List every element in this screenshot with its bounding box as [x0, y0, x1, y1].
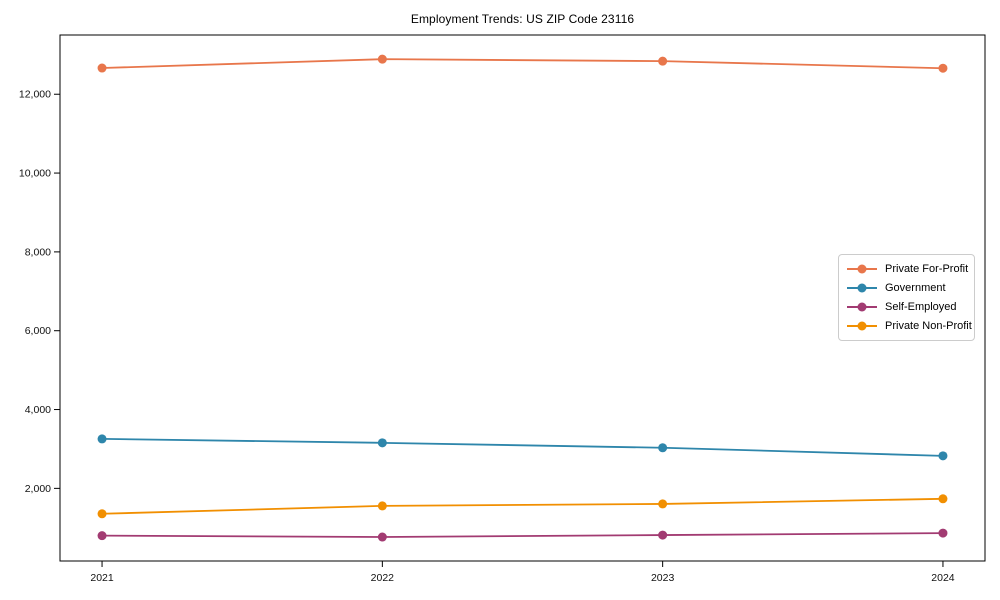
chart-title: Employment Trends: US ZIP Code 23116	[410, 12, 635, 26]
series-line-private-non-profit	[102, 497, 943, 515]
legend-dot-icon	[857, 302, 867, 312]
data-point-private-non-profit	[938, 494, 948, 504]
y-axis-tick-label: 6,000	[25, 325, 51, 337]
plot-border	[59, 34, 986, 562]
legend-dot-icon	[857, 283, 867, 293]
legend-label: Self-Employed	[885, 300, 957, 313]
legend-label: Private For-Profit	[885, 263, 969, 276]
legend-line-marker-icon	[847, 321, 877, 331]
legend-item-private-non-profit: Private Non-Profit	[847, 317, 972, 335]
legend: Private For-Profit Government Self-Employe…	[838, 254, 975, 341]
data-point-private-non-profit	[97, 509, 107, 519]
data-point-private-for-profit	[658, 56, 668, 66]
legend-dot-icon	[857, 264, 867, 274]
data-point-government	[97, 434, 107, 444]
series-line-government	[102, 437, 943, 457]
data-point-government	[377, 438, 387, 448]
x-axis-tick-label: 2022	[371, 572, 395, 584]
legend-item-private-for-profit: Private For-Profit	[847, 260, 969, 278]
data-point-government	[938, 451, 948, 461]
y-axis-tick-label: 2,000	[25, 483, 51, 495]
data-point-private-non-profit	[377, 501, 387, 511]
legend-line-marker-icon	[847, 264, 877, 274]
y-axis-tick-label: 8,000	[25, 246, 51, 258]
legend-item-self-employed: Self-Employed	[847, 298, 966, 316]
legend-line-marker-icon	[847, 302, 877, 312]
data-point-self-employed	[938, 528, 948, 538]
x-axis-tick-label: 2024	[931, 572, 955, 584]
legend-label: Private Non-Profit	[885, 319, 972, 332]
data-point-private-for-profit	[377, 54, 387, 64]
data-point-private-for-profit	[97, 63, 107, 73]
data-point-private-non-profit	[658, 499, 668, 509]
data-point-government	[658, 443, 668, 453]
legend-item-government: Government	[847, 279, 966, 297]
y-axis-tick-label: 12,000	[19, 89, 51, 101]
y-axis-tick-label: 10,000	[19, 168, 51, 180]
series-line-private-for-profit	[102, 58, 943, 70]
series-line-self-employed	[102, 532, 943, 538]
legend-label: Government	[885, 282, 946, 295]
x-axis-tick-label: 2023	[651, 572, 675, 584]
legend-line-marker-icon	[847, 283, 877, 293]
data-point-self-employed	[658, 530, 668, 540]
y-axis-tick-label: 4,000	[25, 404, 51, 416]
x-axis-tick-label: 2021	[90, 572, 114, 584]
legend-dot-icon	[857, 321, 867, 331]
data-point-self-employed	[97, 531, 107, 541]
data-point-private-for-profit	[938, 63, 948, 73]
data-point-self-employed	[377, 532, 387, 542]
